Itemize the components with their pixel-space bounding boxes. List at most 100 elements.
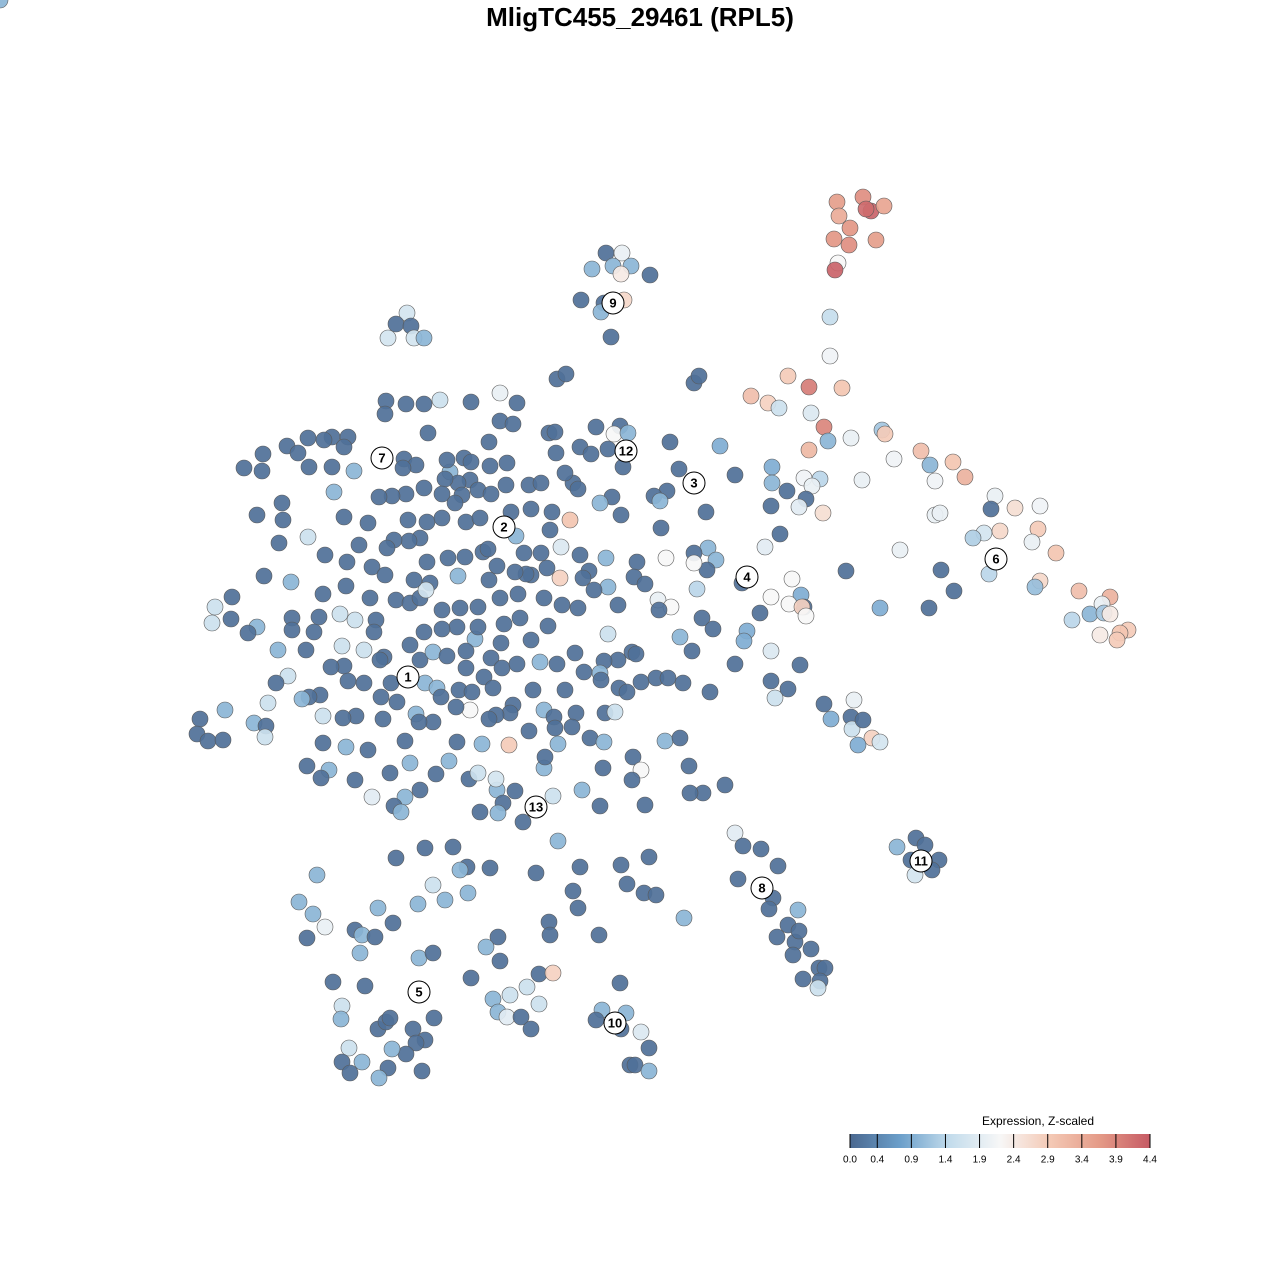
point <box>370 1069 388 1087</box>
point <box>481 457 499 475</box>
point <box>619 424 637 442</box>
point <box>339 672 357 690</box>
point <box>561 511 579 529</box>
point <box>409 895 427 913</box>
point <box>324 973 342 991</box>
point <box>299 528 317 546</box>
point <box>473 735 491 753</box>
point <box>289 444 307 462</box>
point <box>582 445 600 463</box>
point <box>769 857 787 875</box>
point <box>991 522 1009 540</box>
point <box>1070 582 1088 600</box>
point <box>921 456 939 474</box>
point <box>837 562 855 580</box>
point <box>417 581 435 599</box>
point <box>338 553 356 571</box>
colorbar-tick-label: 1.9 <box>973 1155 987 1166</box>
point <box>383 1040 401 1058</box>
point <box>809 979 827 997</box>
point <box>462 453 480 471</box>
point <box>439 549 457 567</box>
point <box>857 200 875 218</box>
point <box>800 378 818 396</box>
point <box>418 553 436 571</box>
point <box>549 832 567 850</box>
point <box>274 511 292 529</box>
point <box>797 607 815 625</box>
point <box>527 864 545 882</box>
point <box>254 445 272 463</box>
point <box>530 995 548 1013</box>
point <box>609 596 627 614</box>
point <box>491 589 509 607</box>
cluster-label-circle <box>492 515 516 539</box>
point <box>457 513 475 531</box>
point <box>433 509 451 527</box>
point <box>498 1008 516 1026</box>
point <box>376 405 394 423</box>
point <box>605 425 623 443</box>
point <box>581 729 599 747</box>
cluster-label-circle <box>735 565 759 589</box>
point <box>624 748 642 766</box>
point <box>376 566 394 584</box>
point <box>671 729 689 747</box>
cluster-label-circle <box>614 439 638 463</box>
point <box>346 611 364 629</box>
point <box>508 655 526 673</box>
point <box>488 557 506 575</box>
point <box>680 757 698 775</box>
point <box>314 585 332 603</box>
point <box>333 637 351 655</box>
point <box>790 922 808 940</box>
point <box>424 643 442 661</box>
point <box>626 1056 644 1074</box>
point <box>484 679 502 697</box>
point <box>814 504 832 522</box>
point <box>290 893 308 911</box>
points <box>0 0 1137 1087</box>
point <box>337 738 355 756</box>
point <box>685 554 703 572</box>
point <box>681 784 699 802</box>
point <box>656 732 674 750</box>
point <box>369 899 387 917</box>
point <box>575 663 593 681</box>
point <box>1063 611 1081 629</box>
point <box>931 504 949 522</box>
point <box>779 680 797 698</box>
point <box>495 615 513 633</box>
point <box>273 494 291 512</box>
point <box>384 914 402 932</box>
point <box>411 651 429 669</box>
point <box>363 788 381 806</box>
point <box>697 503 715 521</box>
point <box>520 722 538 740</box>
point <box>623 771 641 789</box>
point <box>415 395 433 413</box>
cluster-label: 6 <box>992 551 999 566</box>
point <box>444 838 462 856</box>
point <box>826 261 844 279</box>
point <box>591 797 609 815</box>
point <box>410 713 428 731</box>
colorbar-tick-label: 3.9 <box>1109 1155 1123 1166</box>
point <box>448 618 466 636</box>
point <box>546 423 564 441</box>
point <box>595 733 613 751</box>
point <box>315 431 333 449</box>
point <box>433 620 451 638</box>
point <box>569 899 587 917</box>
cluster-label: 9 <box>609 295 616 310</box>
point <box>1081 605 1099 623</box>
point <box>688 580 706 598</box>
point <box>815 695 833 713</box>
point <box>397 485 415 503</box>
point <box>833 379 851 397</box>
point <box>345 462 363 480</box>
point <box>538 559 556 577</box>
point <box>259 694 277 712</box>
point <box>449 567 467 585</box>
point <box>509 585 527 603</box>
